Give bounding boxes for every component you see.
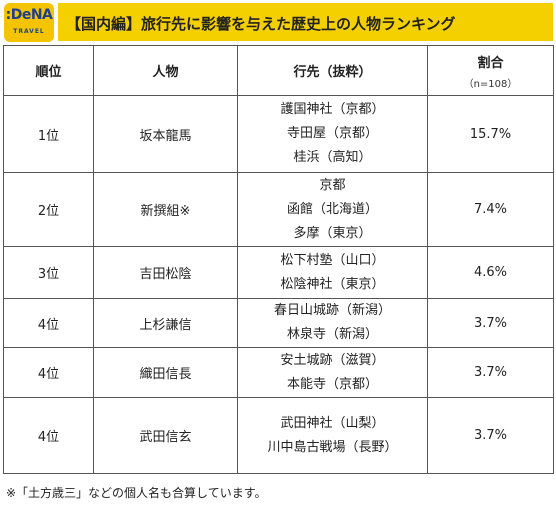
destination-item: 川中島古戦場（長野） [267, 439, 398, 455]
share-cell: 3.7% [427, 298, 554, 348]
destination-item: 春日山城跡（新潟） [273, 303, 391, 318]
share-header-sample-size: （n=108） [463, 78, 518, 90]
table-row: 2位 新撰組※ 京都 函館（北海道） 多摩（東京） 7.4% [3, 172, 554, 247]
destinations-cell: 安土城跡（滋賀） 本能寺（京都） [237, 347, 428, 398]
logo-sub-text: TRAVEL [13, 28, 45, 35]
destination-item: 護国神社（京都） [280, 102, 385, 117]
column-header-destinations: 行先（抜粋） [237, 45, 428, 96]
person-cell: 織田信長 [93, 347, 238, 398]
share-cell: 3.7% [427, 347, 554, 398]
title-bar: 【国内編】旅行先に影響を与えた歴史上の人物ランキング [58, 3, 553, 41]
destinations-cell: 春日山城跡（新潟） 林泉寺（新潟） [237, 298, 428, 348]
share-header-label: 割合 [477, 55, 504, 71]
person-cell: 上杉謙信 [93, 298, 238, 348]
destination-item: 函館（北海道） [286, 201, 378, 217]
share-cell: 4.6% [427, 246, 554, 299]
table-row: 4位 上杉謙信 春日山城跡（新潟） 林泉寺（新潟） 3.7% [3, 298, 554, 348]
rank-cell: 4位 [3, 347, 94, 398]
destinations-cell: 武田神社（山梨） 川中島古戦場（長野） [237, 397, 428, 474]
destination-item: 本能寺（京都） [286, 376, 378, 392]
rank-cell: 3位 [3, 246, 94, 299]
share-cell: 15.7% [427, 95, 554, 173]
person-cell: 坂本龍馬 [93, 95, 238, 173]
column-header-person: 人物 [93, 45, 238, 96]
destination-item: 武田神社（山梨） [280, 415, 385, 431]
person-cell: 新撰組※ [93, 172, 238, 247]
table-header-row: 順位 人物 行先（抜粋） 割合 （n=108） [3, 45, 554, 96]
page-title: 【国内編】旅行先に影響を与えた歴史上の人物ランキング [66, 15, 456, 33]
rank-cell: 2位 [3, 172, 94, 247]
footnote: ※「土方歳三」などの個人名も合算しています。 [6, 486, 267, 500]
destination-item: 多摩（東京） [293, 225, 372, 241]
rank-cell: 1位 [3, 95, 94, 173]
destinations-cell: 護国神社（京都） 寺田屋（京都） 桂浜（高知） [237, 95, 428, 173]
share-cell: 3.7% [427, 397, 554, 474]
destination-item: 京都 [319, 177, 346, 193]
column-header-share: 割合 （n=108） [427, 45, 554, 96]
destination-item: 松下村塾（山口） [280, 252, 385, 268]
dena-travel-logo: :DeNA TRAVEL [4, 3, 54, 42]
rank-cell: 4位 [3, 298, 94, 348]
ranking-table: 順位 人物 行先（抜粋） 割合 （n=108） 1位 坂本龍馬 護国神社（京都）… [3, 45, 554, 474]
destination-item: 安土城跡（滋賀） [280, 352, 385, 368]
table-row: 1位 坂本龍馬 護国神社（京都） 寺田屋（京都） 桂浜（高知） 15.7% [3, 95, 554, 173]
destination-item: 寺田屋（京都） [286, 126, 378, 141]
person-cell: 吉田松陰 [93, 246, 238, 299]
share-cell: 7.4% [427, 172, 554, 247]
logo-main-text: :DeNA [5, 7, 53, 23]
destination-item: 松陰神社（東京） [280, 276, 385, 292]
rank-cell: 4位 [3, 397, 94, 474]
table-row: 4位 武田信玄 武田神社（山梨） 川中島古戦場（長野） 3.7% [3, 397, 554, 474]
destination-item: 桂浜（高知） [293, 150, 372, 165]
column-header-rank: 順位 [3, 45, 94, 96]
table-row: 4位 織田信長 安土城跡（滋賀） 本能寺（京都） 3.7% [3, 347, 554, 398]
header: :DeNA TRAVEL 【国内編】旅行先に影響を与えた歴史上の人物ランキング [0, 0, 556, 45]
destination-item: 林泉寺（新潟） [286, 327, 378, 342]
table-row: 3位 吉田松陰 松下村塾（山口） 松陰神社（東京） 4.6% [3, 246, 554, 299]
destinations-cell: 松下村塾（山口） 松陰神社（東京） [237, 246, 428, 299]
person-cell: 武田信玄 [93, 397, 238, 474]
destinations-cell: 京都 函館（北海道） 多摩（東京） [237, 172, 428, 247]
